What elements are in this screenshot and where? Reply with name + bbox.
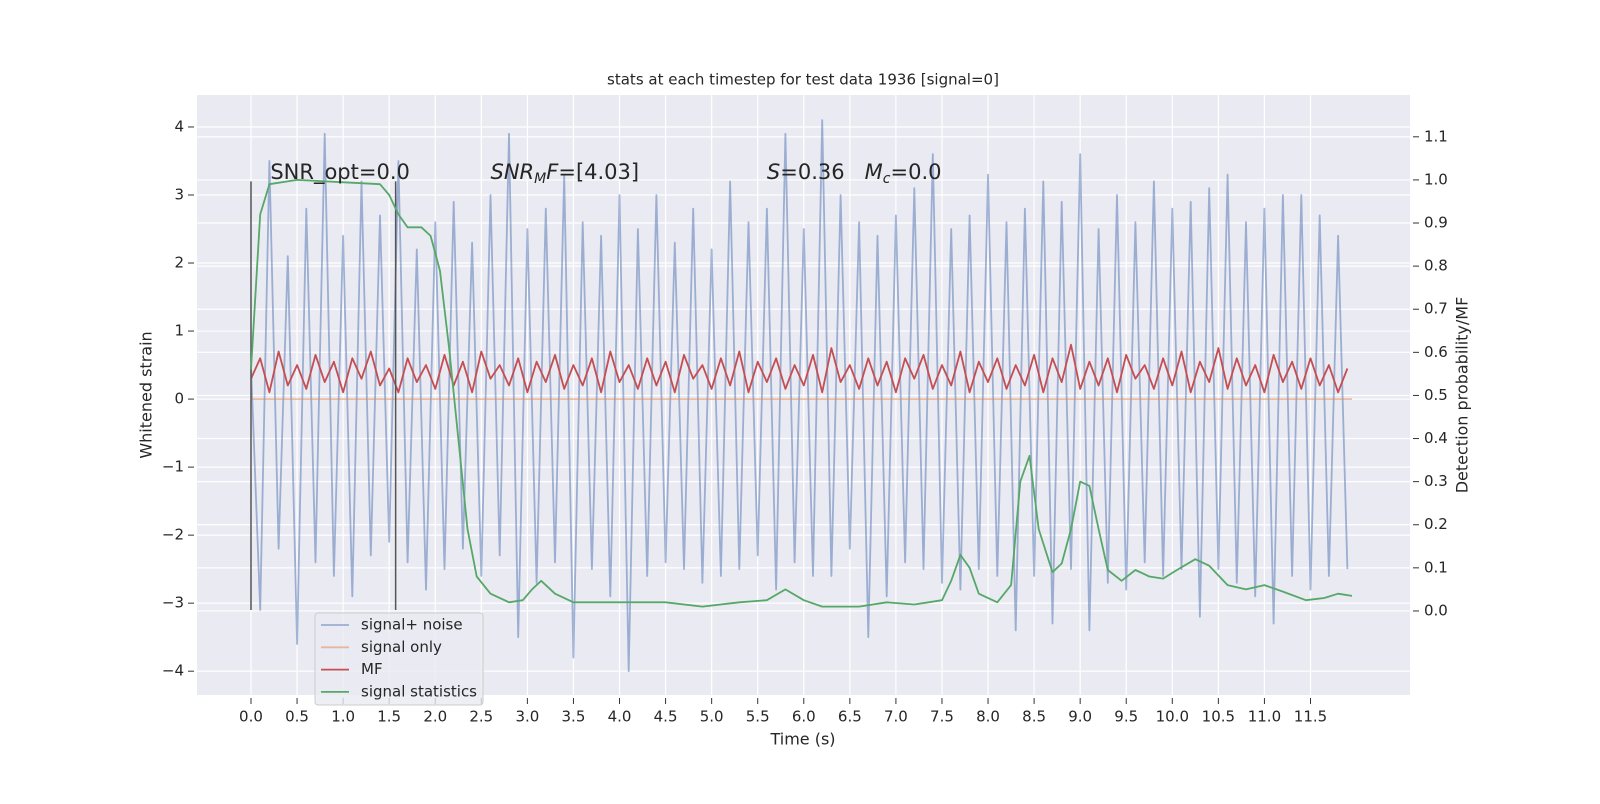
series-line	[250, 343, 1349, 394]
x-tick-label: 3.0	[515, 708, 539, 726]
y2-tick-label: 0.7	[1424, 300, 1448, 318]
x-tick-label: 8.0	[976, 708, 1000, 726]
y2-tick-label: 0.1	[1424, 558, 1448, 576]
y-tick-label: −1	[162, 458, 184, 476]
x-tick-label: 10.5	[1202, 708, 1235, 726]
y-tick-label: 4	[174, 117, 184, 135]
legend-label: signal+ noise	[361, 616, 463, 634]
y-tick-label: −2	[162, 526, 184, 544]
y2-tick-label: 0.5	[1424, 386, 1448, 404]
x-tick-label: 1.0	[331, 708, 355, 726]
y2-tick-label: 0.2	[1424, 515, 1448, 533]
x-tick-label: 5.0	[700, 708, 724, 726]
x-tick-label: 2.0	[423, 708, 447, 726]
annotation-part: SNR_opt=0.0	[270, 160, 410, 185]
y-tick-label: −3	[162, 594, 184, 612]
annotation-part: =0.36	[780, 160, 864, 184]
annotation-part: =0.0	[890, 160, 941, 184]
x-tick-label: 7.5	[930, 708, 954, 726]
x-tick-label: 4.0	[608, 708, 632, 726]
annotation: S=0.36 Mc=0.0	[767, 160, 942, 187]
annotation-part: M	[865, 160, 883, 184]
y-tick-label: −4	[162, 662, 184, 680]
y-tick-label: 1	[174, 322, 184, 340]
x-tick-label: 4.5	[654, 708, 678, 726]
annotation-part: c	[883, 171, 891, 187]
x-tick-label: 0.0	[239, 708, 263, 726]
y-tick-label: 2	[174, 254, 184, 272]
y-tick-label: 0	[174, 390, 184, 408]
x-tick-label: 0.5	[285, 708, 309, 726]
annotation: SNRMF=[4.03]	[491, 160, 640, 187]
x-tick-label: 3.5	[562, 708, 586, 726]
y2-tick-label: 0.4	[1424, 429, 1448, 447]
legend-label: MF	[361, 660, 383, 678]
x-tick-label: 10.0	[1156, 708, 1189, 726]
series-line	[250, 178, 1353, 608]
x-tick-label: 11.5	[1294, 708, 1327, 726]
x-tick-label: 6.0	[792, 708, 816, 726]
x-tick-label: 1.5	[377, 708, 401, 726]
x-tick-label: 5.5	[746, 708, 770, 726]
y2-tick-label: 1.0	[1424, 170, 1448, 188]
series-line	[250, 119, 1349, 673]
legend-box	[314, 612, 484, 706]
x-tick-label: 8.5	[1022, 708, 1046, 726]
x-tick-label: 9.5	[1114, 708, 1138, 726]
annotation-part: SNR	[491, 160, 535, 184]
annotation-part: S	[767, 160, 780, 184]
annotation-part: F	[546, 160, 559, 184]
x-tick-label: 2.5	[469, 708, 493, 726]
annotation-part: =[4.03]	[558, 160, 639, 184]
legend-label: signal statistics	[361, 682, 477, 700]
x-tick-label: 9.0	[1068, 708, 1092, 726]
x-axis-label: Time (s)	[769, 730, 835, 749]
chart-title: stats at each timestep for test data 193…	[607, 71, 999, 89]
legend-label: signal only	[361, 638, 442, 656]
y2-tick-label: 0.9	[1424, 214, 1448, 232]
y2-tick-label: 0.8	[1424, 257, 1448, 275]
annotation: SNR_opt=0.0	[270, 160, 410, 185]
x-tick-label: 7.0	[884, 708, 908, 726]
y2-tick-label: 0.6	[1424, 343, 1448, 361]
y-axis-label: Whitened strain	[137, 331, 156, 458]
y2-tick-label: 0.0	[1424, 601, 1448, 619]
x-tick-label: 6.5	[838, 708, 862, 726]
y2-axis-label: Detection probability/MF	[1453, 297, 1472, 494]
x-tick-label: 11.0	[1248, 708, 1281, 726]
y2-tick-label: 1.1	[1424, 127, 1448, 145]
annotation-part: M	[534, 171, 546, 187]
y-tick-label: 3	[174, 186, 184, 204]
y2-tick-label: 0.3	[1424, 472, 1448, 490]
